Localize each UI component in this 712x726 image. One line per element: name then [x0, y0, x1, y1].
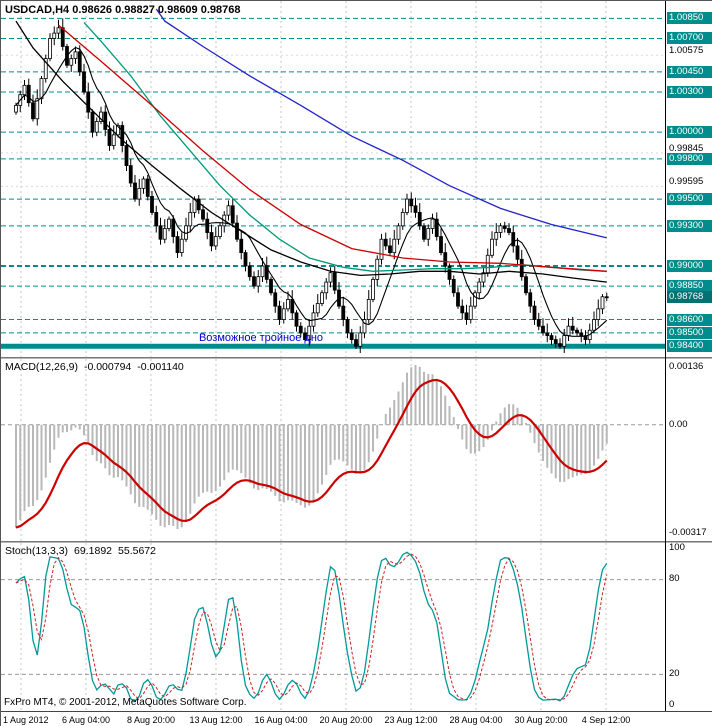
price-level-label: 1.00850	[667, 12, 712, 25]
macd-indicator-name: MACD(12,26,9)	[5, 361, 78, 373]
time-axis-label: 16 Aug 04:00	[254, 715, 308, 725]
macd-scale-top: 0.00136	[669, 361, 704, 372]
stoch-scale-100: 100	[669, 542, 685, 553]
price-scale-separator	[665, 1, 666, 711]
stoch-scale-80: 80	[669, 573, 680, 584]
price-level-label: 0.98400	[667, 340, 712, 353]
time-axis-label: 23 Aug 12:00	[384, 715, 438, 725]
price-level-label: 1.00450	[667, 65, 712, 78]
price-level-label: 0.98600	[667, 313, 712, 326]
stoch-panel: Stoch(13,3,3) 69.1892 55.5672	[1, 543, 712, 711]
price-tick-label: 0.99595	[669, 176, 704, 188]
symbol-timeframe-label: USDCAD,H4	[5, 4, 70, 16]
price-tick-label: 1.00575	[669, 45, 704, 57]
chart-title: USDCAD,H4 0.98626 0.98827 0.98609 0.9876…	[5, 4, 241, 16]
low-value: 0.98609	[157, 4, 198, 16]
price-level-label: 0.99500	[667, 193, 712, 206]
panel-divider[interactable]	[1, 357, 712, 359]
time-axis-label: 20 Aug 20:00	[319, 715, 373, 725]
macd-signal-value: -0.001140	[137, 361, 184, 373]
triple-bottom-annotation[interactable]: Возможное тройное дно	[198, 332, 324, 344]
price-level-label: 0.98850	[667, 280, 712, 293]
open-value: 0.98626	[72, 4, 113, 16]
stoch-scale-0: 0	[669, 699, 675, 710]
time-axis-label: 6 Aug 04:00	[61, 715, 111, 725]
macd-canvas[interactable]	[1, 359, 665, 541]
time-axis[interactable]: 1 Aug 2012 6 Aug 04:00 8 Aug 20:00 13 Aug 1…	[1, 711, 712, 726]
stoch-canvas[interactable]	[1, 543, 665, 711]
macd-panel: MACD(12,26,9) -0.000794 -0.001140	[1, 359, 712, 541]
price-chart-canvas[interactable]	[1, 1, 665, 357]
high-value: 0.98827	[115, 4, 155, 16]
time-axis-label: 28 Aug 04:00	[449, 715, 503, 725]
price-level-label: 0.99800	[667, 152, 712, 165]
price-level-label: 0.99300	[667, 219, 712, 232]
price-level-label: 1.00300	[667, 86, 712, 98]
time-axis-label: 4 Sep 12:00	[581, 715, 631, 725]
macd-scale-zero: 0.00	[669, 418, 688, 430]
stoch-scale-20: 20	[669, 668, 680, 679]
macd-label: MACD(12,26,9) -0.000794 -0.001140	[5, 361, 190, 373]
stoch-d-value: 55.5672	[118, 545, 156, 557]
price-level-label: 1.00700	[667, 32, 712, 45]
price-level-label: 0.99000	[667, 259, 712, 272]
price-level-label: 0.98500	[667, 326, 712, 339]
stoch-label: Stoch(13,3,3) 69.1892 55.5672	[5, 545, 162, 557]
time-axis-label: 1 Aug 2012	[3, 715, 49, 725]
price-chart-panel: USDCAD,H4 0.98626 0.98827 0.98609 0.9876…	[1, 1, 712, 357]
stoch-indicator-name: Stoch(13,3,3)	[5, 545, 69, 557]
time-axis-label: 13 Aug 12:00	[189, 715, 243, 725]
time-axis-label: 30 Aug 20:00	[514, 715, 568, 725]
close-value: 0.98768	[200, 4, 241, 16]
time-axis-label: 8 Aug 20:00	[126, 715, 176, 725]
price-level-label: 1.00000	[667, 126, 712, 139]
macd-scale-bottom: -0.00317	[669, 527, 707, 538]
macd-value: -0.000794	[83, 361, 132, 373]
platform-copyright: FxPro MT4, © 2001-2012, MetaQuotes Softw…	[4, 697, 247, 708]
current-price-label: 0.98768	[667, 291, 712, 304]
price-tick-label: 0.99845	[669, 142, 704, 154]
stoch-k-value: 69.1892	[74, 545, 113, 557]
panel-divider[interactable]	[1, 541, 712, 543]
